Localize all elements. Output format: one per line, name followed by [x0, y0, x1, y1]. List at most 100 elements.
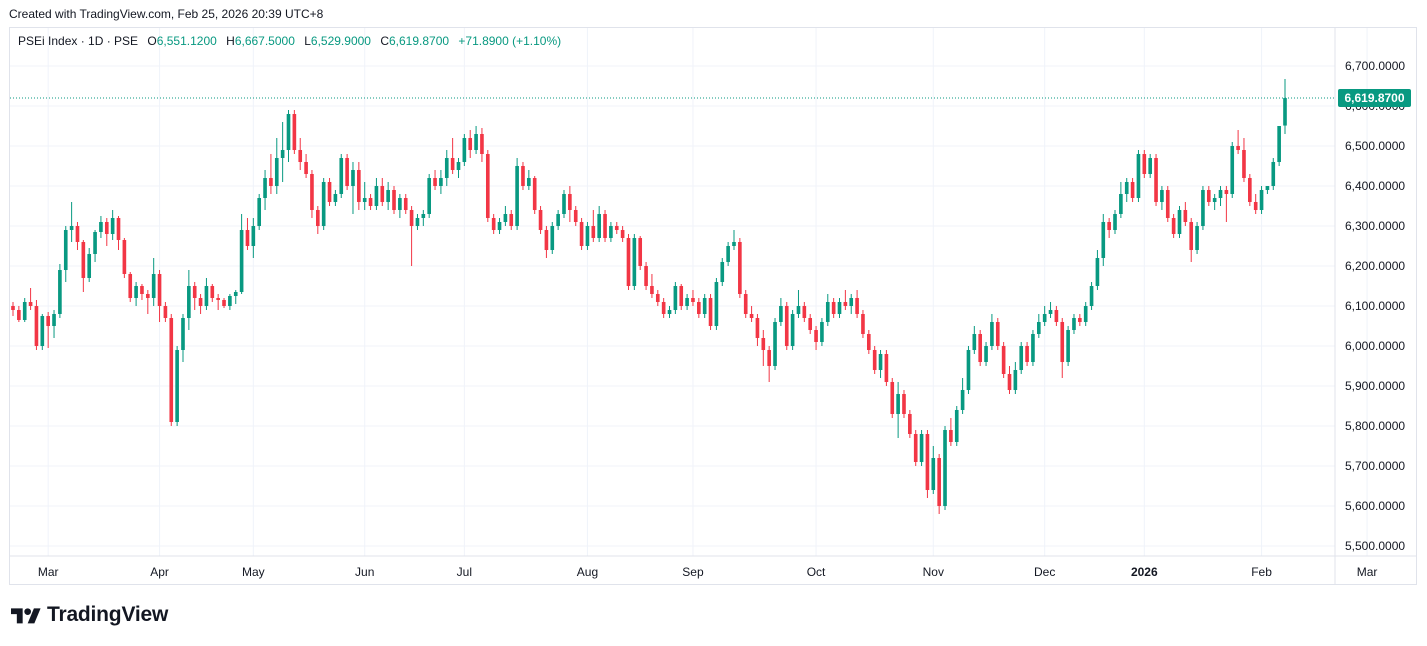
candle — [497, 218, 502, 234]
candle-body — [1183, 210, 1188, 222]
candle — [527, 170, 531, 190]
candle — [1230, 142, 1235, 198]
candle-body — [345, 158, 349, 186]
candle-body — [1171, 218, 1176, 234]
candle-body — [984, 346, 988, 362]
candle — [69, 202, 74, 242]
candle-body — [1113, 214, 1117, 230]
candle-body — [509, 214, 514, 226]
candle-body — [1042, 314, 1047, 322]
candle-body — [825, 302, 830, 322]
candle — [820, 318, 824, 346]
candle — [831, 298, 836, 318]
candle-body — [398, 198, 402, 210]
candle-body — [655, 294, 660, 302]
candle-body — [151, 274, 156, 298]
x-tick-label: 2026 — [1131, 565, 1158, 579]
candle-body — [1072, 318, 1076, 330]
candle-body — [198, 298, 203, 306]
candle-body — [1060, 322, 1065, 362]
candle — [304, 154, 308, 178]
candle — [532, 176, 537, 214]
candle — [597, 206, 601, 242]
candle — [409, 206, 414, 266]
candle — [245, 218, 250, 250]
candle-body — [157, 274, 162, 306]
candle-body — [708, 298, 713, 326]
candle — [204, 278, 209, 310]
candle-body — [943, 430, 947, 506]
candle — [550, 222, 555, 254]
candle — [626, 234, 631, 290]
legend-close-label: C — [380, 34, 389, 48]
candle-body — [204, 286, 209, 306]
candle-body — [1066, 330, 1070, 362]
candle-body — [216, 298, 220, 300]
candle-body — [52, 314, 56, 326]
candle-body — [1001, 346, 1006, 374]
x-tick-label: Aug — [577, 565, 598, 579]
candle-body — [181, 318, 185, 350]
candle-body — [949, 430, 953, 442]
candle — [954, 406, 959, 446]
candle-body — [954, 410, 959, 442]
candle-body — [937, 458, 941, 506]
candle-body — [573, 210, 578, 222]
legend-low-value: 6,529.9000 — [310, 34, 371, 48]
candle-body — [960, 390, 965, 410]
candle — [1095, 250, 1100, 290]
candle-body — [175, 350, 179, 422]
candle — [655, 290, 660, 306]
candle-body — [503, 214, 508, 222]
candle-body — [491, 218, 496, 230]
candle — [978, 330, 983, 366]
candle-body — [972, 334, 977, 350]
candle-body — [280, 150, 285, 158]
candle — [872, 346, 877, 374]
candle-body — [456, 162, 461, 170]
candle-body — [28, 302, 33, 306]
candle — [263, 170, 267, 210]
candle — [292, 110, 297, 154]
candle-body — [1119, 194, 1123, 214]
candle-body — [1107, 222, 1111, 230]
candle — [1013, 362, 1018, 394]
candle — [1177, 206, 1182, 238]
candle-body — [1130, 182, 1135, 198]
candle — [1089, 282, 1094, 310]
candle — [1189, 218, 1194, 262]
candle — [1248, 174, 1252, 206]
candle-body — [1019, 346, 1024, 370]
candle — [714, 278, 719, 330]
tradingview-logo[interactable]: TradingView — [11, 603, 168, 627]
candle — [1136, 150, 1141, 202]
candle-body — [392, 190, 396, 210]
candle — [380, 178, 385, 206]
candle — [187, 270, 191, 330]
candle — [87, 248, 92, 282]
candle — [81, 240, 86, 292]
candle-body — [527, 178, 531, 186]
candle-body — [146, 294, 150, 298]
candle-body — [362, 198, 367, 202]
candle-body — [140, 286, 144, 294]
candle-body — [896, 394, 900, 414]
candle — [315, 206, 320, 234]
legend-high-value: 6,667.5000 — [234, 34, 295, 48]
candle — [925, 430, 930, 498]
candle — [743, 290, 748, 318]
candle-body — [521, 166, 525, 186]
candle — [1236, 130, 1240, 154]
candle — [837, 298, 842, 318]
candle — [157, 270, 162, 322]
chart-frame — [9, 27, 1417, 585]
candle-body — [34, 306, 39, 346]
candle-body — [1148, 158, 1152, 174]
candle — [808, 314, 813, 334]
candle — [233, 290, 238, 304]
candle — [433, 170, 437, 190]
candle — [556, 210, 560, 230]
candle — [421, 210, 426, 226]
candle-body — [99, 222, 103, 232]
